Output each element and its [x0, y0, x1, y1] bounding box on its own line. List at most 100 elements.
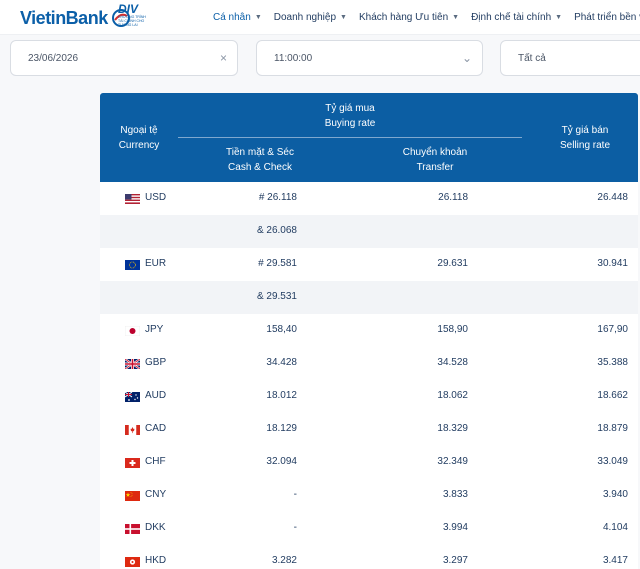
chevron-down-icon: ▼ [254, 13, 262, 21]
type-value: Tất cả [518, 52, 546, 64]
selling-rate: 167,90 [597, 324, 628, 335]
nav-item-label: Cá nhân [213, 11, 251, 23]
transfer-rate: 3.833 [442, 489, 468, 500]
cash-rate: 32.094 [266, 456, 297, 467]
selling-rate: 35.388 [597, 357, 628, 368]
table-row: JPY 158,40 158,90 167,90 [100, 314, 638, 347]
chevron-down-icon: ▼ [555, 13, 563, 21]
ch-flag-icon [125, 458, 140, 468]
dk-flag-icon [125, 524, 140, 534]
transfer-header-vi: Chuyển khoản [402, 147, 468, 158]
table-row: CNY - 3.833 3.940 [100, 479, 638, 512]
selling-rate: 3.417 [602, 555, 628, 566]
currency-code: DKK [145, 522, 166, 533]
date-value: 23/06/2026 [28, 52, 79, 64]
selling-rate: 3.940 [602, 489, 628, 500]
table-row: HKD 3.282 3.297 3.417 [100, 545, 638, 569]
selling-header-vi: Tỷ giá bán [561, 125, 609, 136]
cash-rate: 158,40 [266, 324, 297, 335]
currency-code: AUD [145, 390, 167, 401]
nav-item-label: Định chế tài chính [471, 11, 552, 23]
table-row: CHF 32.094 32.349 33.049 [100, 446, 638, 479]
currency-code: JPY [145, 324, 164, 335]
gb-flag-icon [125, 359, 140, 369]
table-row: AUD 18.012 18.062 18.662 [100, 380, 638, 413]
currency-code: USD [145, 192, 167, 203]
nav-item-phat-trien-ben-vung[interactable]: Phát triển bền vững [574, 12, 640, 23]
cash-rate: & 26.068 [256, 225, 297, 236]
nav-item-ca-nhan[interactable]: Cá nhân ▼ [213, 12, 262, 23]
exchange-rate-table: Ngoại tệ Currency Tỷ giá mua Buying rate… [100, 93, 638, 569]
table-row: & 26.068 [100, 215, 638, 248]
cash-header-en: Cash & Check [228, 162, 292, 173]
currency-code: CAD [145, 423, 167, 434]
currency-code: HKD [145, 555, 167, 566]
selling-rate: 30.941 [597, 258, 628, 269]
selling-rate: 4.104 [602, 522, 628, 533]
selling-rate: 33.049 [597, 456, 628, 467]
cash-rate: 18.012 [266, 390, 297, 401]
currency-code: EUR [145, 258, 167, 269]
transfer-rate: 29.631 [437, 258, 468, 269]
currency-header-vi: Ngoại tệ [120, 125, 158, 136]
time-select[interactable]: 11:00:00 ⌄ [256, 40, 483, 76]
time-value: 11:00:00 [274, 52, 313, 64]
cash-rate: & 29.531 [256, 291, 297, 302]
currency-code: CHF [145, 456, 166, 467]
table-header: Ngoại tệ Currency Tỷ giá mua Buying rate… [100, 93, 638, 182]
nav-item-label: Khách hàng Ưu tiên [358, 11, 449, 23]
jp-flag-icon [125, 326, 140, 336]
table-row: DKK - 3.994 4.104 [100, 512, 638, 545]
selling-rate: 26.448 [597, 192, 628, 203]
table-row: GBP 34.428 34.528 35.388 [100, 347, 638, 380]
cash-rate: # 26.118 [258, 192, 297, 203]
transfer-rate: 18.329 [437, 423, 468, 434]
type-select[interactable]: Tất cả [500, 40, 640, 76]
vietinbank-logo[interactable]: VietinBank [20, 7, 131, 29]
cash-rate: 34.428 [266, 357, 297, 368]
hk-flag-icon [125, 557, 140, 567]
transfer-rate: 3.297 [442, 555, 468, 566]
cash-rate: 18.129 [266, 423, 297, 434]
chevron-down-icon: ▼ [340, 13, 347, 21]
site-header: VietinBank DIV CHƯƠNG TRÌNH TÀI CHÍNH CH… [0, 0, 640, 35]
nav-item-label: Phát triển bền vững [574, 11, 640, 23]
table-row: CAD 18.129 18.329 18.879 [100, 413, 638, 446]
transfer-rate: 26.118 [438, 192, 468, 203]
currency-header-en: Currency [118, 140, 160, 151]
table-row: & 29.531 [100, 281, 638, 314]
us-flag-icon [125, 194, 140, 204]
nav-item-label: Doanh nghiệp [273, 11, 337, 23]
date-field[interactable]: 23/06/2026 × [10, 40, 238, 76]
nav-item-dinh-che-tai-chinh[interactable]: Định chế tài chính ▼ [471, 12, 562, 23]
logo-text: VietinBank [20, 7, 108, 28]
transfer-header: Chuyển khoản Transfer [380, 145, 490, 175]
buying-header-vi: Tỷ giá mua [325, 103, 375, 114]
transfer-rate: 18.062 [437, 390, 468, 401]
currency-header: Ngoại tệ Currency [100, 123, 178, 153]
eu-flag-icon [125, 260, 140, 270]
cash-rate: - [293, 489, 297, 500]
nav-item-khach-hang-uu-tien[interactable]: Khách hàng Ưu tiên ▼ [359, 12, 459, 23]
div-logo-sub: CHƯƠNG TRÌNH TÀI CHÍNH CHO TƯƠNG LAI [118, 15, 146, 27]
chevron-down-icon: ▼ [452, 13, 460, 21]
nav-item-doanh-nghiep[interactable]: Doanh nghiệp ▼ [274, 12, 347, 23]
cash-rate: - [293, 522, 297, 533]
cash-header-vi: Tiền mặt & Séc [226, 147, 294, 158]
ca-flag-icon [125, 425, 140, 435]
transfer-rate: 3.994 [442, 522, 468, 533]
transfer-header-en: Transfer [416, 162, 454, 173]
currency-code: CNY [145, 489, 167, 500]
cash-header: Tiền mặt & Séc Cash & Check [200, 145, 320, 175]
selling-header: Tỷ giá bán Selling rate [540, 123, 630, 153]
au-flag-icon [125, 392, 140, 402]
table-row: EUR # 29.581 29.631 30.941 [100, 248, 638, 281]
transfer-rate: 32.349 [437, 456, 468, 467]
clear-icon[interactable]: × [219, 51, 227, 65]
transfer-rate: 34.528 [437, 357, 468, 368]
div-logo[interactable]: DIV CHƯƠNG TRÌNH TÀI CHÍNH CHO TƯƠNG LAI [118, 3, 160, 31]
main-nav: Cá nhân ▼ Doanh nghiệp ▼ Khách hàng Ưu t… [213, 0, 640, 34]
selling-rate: 18.662 [597, 390, 628, 401]
selling-header-en: Selling rate [559, 140, 611, 151]
buying-header-en: Buying rate [324, 118, 376, 129]
